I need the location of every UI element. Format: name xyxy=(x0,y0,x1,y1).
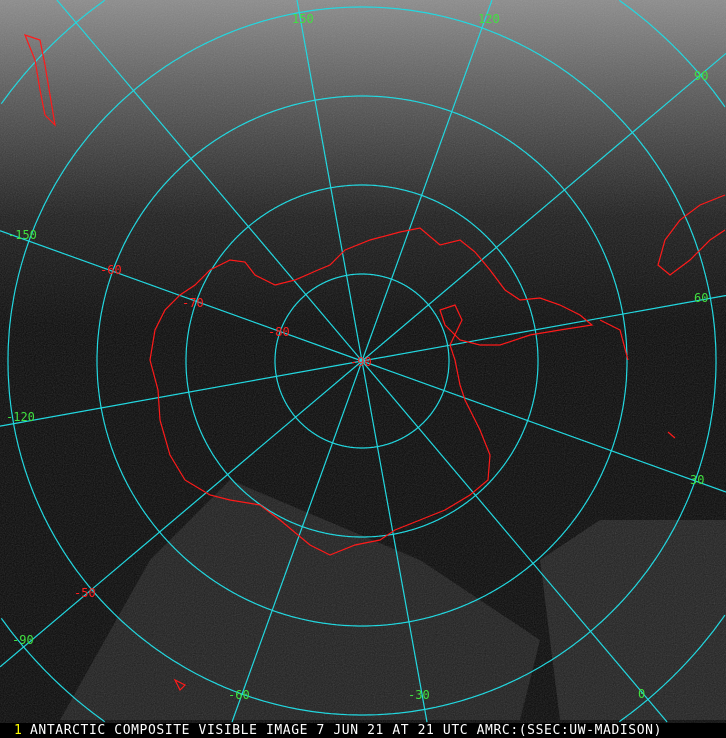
meridian-line xyxy=(0,360,363,427)
meridian-line xyxy=(361,360,428,723)
longitude-label: -120 xyxy=(6,410,35,424)
caption-bar: 1 ANTARCTIC COMPOSITE VISIBLE IMAGE 7 JU… xyxy=(0,723,726,738)
longitude-label: 150 xyxy=(292,12,314,26)
longitude-label: -60 xyxy=(228,688,250,702)
frame-number: 1 xyxy=(14,723,23,738)
coastline xyxy=(23,34,726,692)
longitude-label: 90 xyxy=(694,69,708,83)
meridian-line xyxy=(0,230,363,362)
latitude-label: -80 xyxy=(268,325,290,339)
antarctica-coastline xyxy=(149,227,594,556)
latitude-label: -50 xyxy=(74,586,96,600)
peninsula-coastline xyxy=(599,319,629,361)
latitude-circle xyxy=(274,273,450,449)
grid-labels: -90 -80 -70 -60 -50 150 120 90 60 30 0 -30 -60 -90 -12… xyxy=(6,12,708,702)
south-america-coastline xyxy=(657,194,726,276)
latitude-circle xyxy=(7,6,717,716)
polar-map: -90 -80 -70 -60 -50 150 120 90 60 30 0 -30 -60 -90 -12… xyxy=(0,0,726,723)
meridian-line xyxy=(361,294,726,362)
meridian-line xyxy=(56,0,363,362)
longitude-label: 30 xyxy=(690,473,704,487)
latitude-circle xyxy=(185,184,539,538)
latitude-circle xyxy=(618,614,726,723)
latitude-circle xyxy=(618,0,726,108)
longitude-label: -30 xyxy=(408,688,430,702)
longitude-label: 120 xyxy=(478,12,500,26)
meridian-line xyxy=(361,52,726,362)
meridian-line xyxy=(0,360,363,668)
new-zealand-coastline xyxy=(23,34,56,127)
longitude-label: -90 xyxy=(12,633,34,647)
longitude-label: 60 xyxy=(694,291,708,305)
meridian-line xyxy=(296,0,363,362)
meridian-line xyxy=(361,360,668,723)
island-coastline xyxy=(667,431,676,439)
latitude-circle xyxy=(0,617,106,723)
caption-text: ANTARCTIC COMPOSITE VISIBLE IMAGE 7 JUN … xyxy=(30,723,662,738)
latitude-label: -90 xyxy=(350,355,372,369)
latitude-label: -70 xyxy=(182,296,204,310)
latitude-circle xyxy=(0,0,106,105)
latitude-circle xyxy=(96,95,628,627)
graticule xyxy=(0,0,726,723)
meridian-line xyxy=(231,360,363,723)
latitude-label: -60 xyxy=(100,263,122,277)
meridian-line xyxy=(361,0,493,362)
island-coastline xyxy=(173,678,187,692)
meridian-line xyxy=(361,360,726,493)
longitude-label: 0 xyxy=(638,687,645,701)
longitude-label: -150 xyxy=(8,228,37,242)
